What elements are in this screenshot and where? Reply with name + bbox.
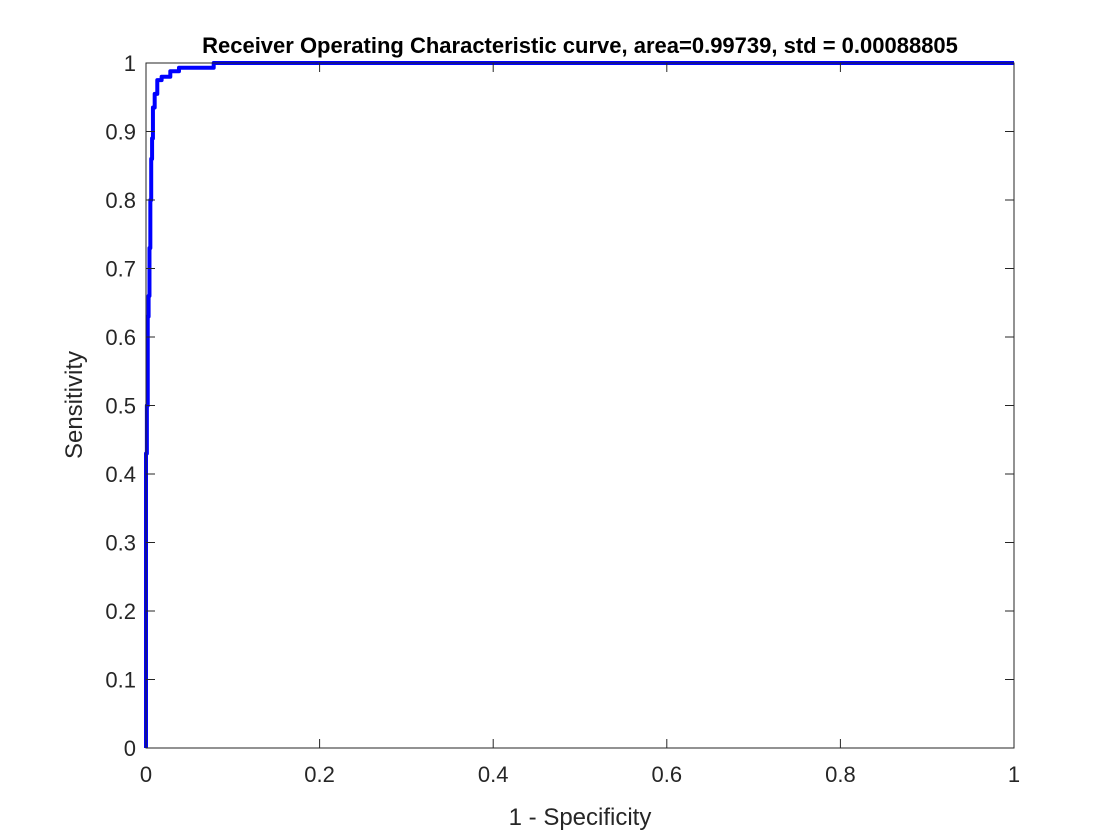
y-axis-label: Sensitivity (61, 351, 88, 459)
x-tick-label: 0.8 (825, 762, 856, 787)
plot-area-background (146, 63, 1014, 748)
y-tick-label: 0.2 (105, 599, 136, 624)
x-tick-label: 0.4 (478, 762, 509, 787)
y-tick-label: 0.6 (105, 325, 136, 350)
x-tick-label: 0.6 (652, 762, 683, 787)
tick-labels-layer: 0 0.2 0.4 0.6 0.8 1 0 0.1 0.2 0.3 0.4 0.5 0.6 0.7 0.8 0… (105, 51, 1020, 787)
x-axis-label: 1 - Specificity (509, 804, 652, 831)
y-tick-label: 0.3 (105, 531, 136, 556)
axes-box (145, 62, 1015, 749)
y-tick-label: 0.9 (105, 120, 136, 145)
y-tick-label: 0.7 (105, 257, 136, 282)
x-tick-label: 1 (1008, 762, 1020, 787)
x-tick-label: 0.2 (304, 762, 335, 787)
curve-layer (144, 61, 1014, 748)
roc-curve-line (144, 61, 1014, 748)
y-tick-label: 0.5 (105, 394, 136, 419)
y-tick-label: 0.1 (105, 668, 136, 693)
y-tick-label: 0 (124, 736, 136, 761)
chart-title: Receiver Operating Characteristic curve,… (202, 33, 958, 58)
y-tick-label: 0.8 (105, 188, 136, 213)
y-tick-label: 0.4 (105, 462, 136, 487)
y-tick-label: 1 (124, 51, 136, 76)
x-tick-label: 0 (140, 762, 152, 787)
